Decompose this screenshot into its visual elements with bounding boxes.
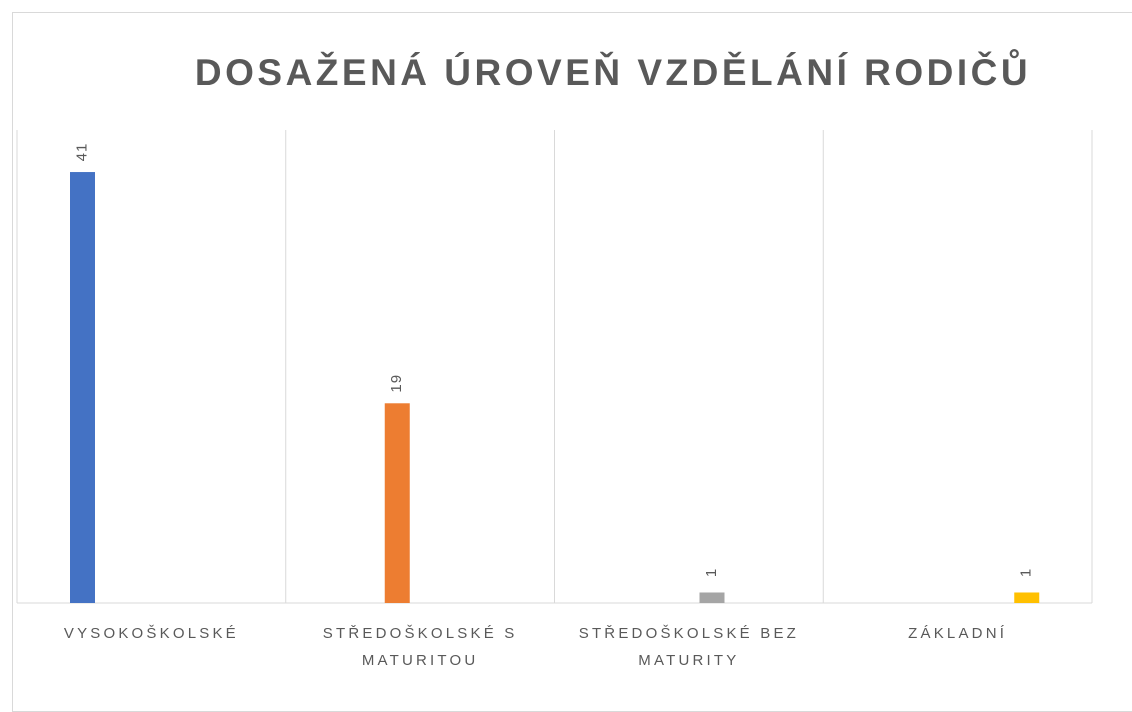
- x-tick-label: VYSOKOŠKOLSKÉ: [63, 625, 239, 642]
- x-tick-label: STŘEDOŠKOLSKÉ BEZ MATURITY: [578, 625, 800, 669]
- chart-title: DOSAŽENÁ ÚROVEŇ VZDĚLÁNÍ RODIČŮ: [195, 48, 1031, 93]
- value-label: 41: [73, 143, 90, 162]
- value-label: 1: [703, 568, 720, 577]
- bar: [70, 172, 95, 604]
- x-tick-label: STŘEDOŠKOLSKÉ S MATURITOU: [322, 625, 518, 669]
- bar: [384, 403, 410, 603]
- bar: [1014, 592, 1040, 603]
- value-label: 1: [1018, 568, 1035, 577]
- value-label: 19: [388, 374, 405, 393]
- chart: DOSAŽENÁ ÚROVEŇ VZDĚLÁNÍ RODIČŮ 41 19 1 1: [16, 48, 1093, 604]
- x-tick-label: ZÁKLADNÍ: [908, 625, 1008, 642]
- bar: [699, 592, 725, 603]
